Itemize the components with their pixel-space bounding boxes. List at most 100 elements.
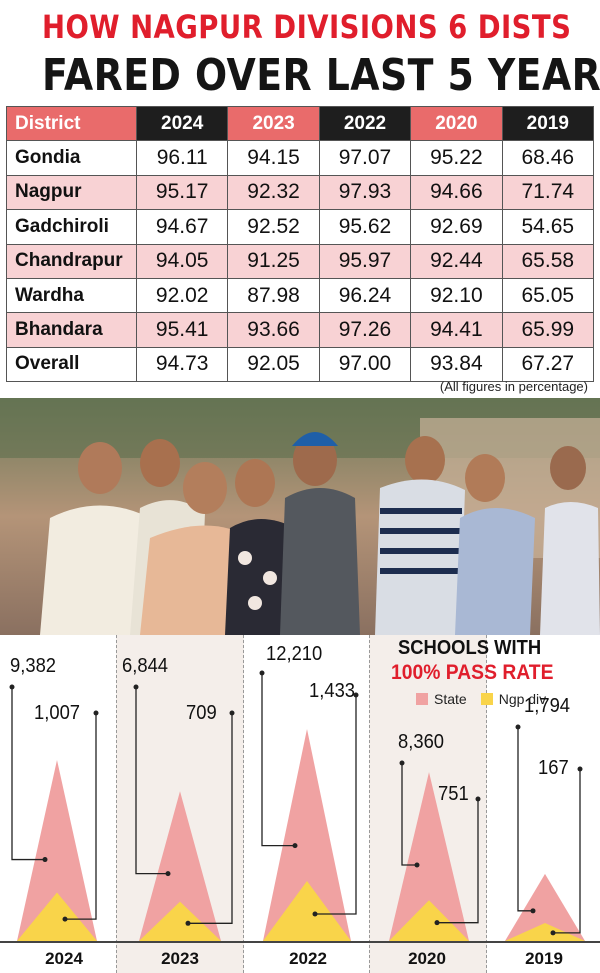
pass-percentage: 92.32	[227, 174, 320, 211]
pass-percentage: 65.99	[501, 312, 595, 348]
legend-label-ngp: Ngp div	[498, 691, 547, 707]
state-value-label: 8,360	[398, 731, 445, 753]
pass-percentage: 65.05	[501, 277, 595, 314]
state-connector-2023	[135, 687, 168, 875]
pass-percentage: 92.69	[410, 209, 503, 245]
ngp-connector-dot-2023	[229, 710, 235, 716]
pass-percentage: 92.05	[227, 346, 320, 383]
state-connector-2024	[11, 687, 45, 861]
state-connector-2020	[401, 763, 417, 866]
state-cone-2019	[505, 873, 585, 941]
ngp-value-label: 709	[186, 702, 217, 724]
ngp-connector-2023	[188, 713, 233, 924]
ngp-connector-end-2020	[434, 920, 440, 926]
chart-canvas	[9, 670, 585, 941]
pass-percentage: 95.17	[135, 174, 229, 211]
state-cone-2022	[263, 729, 351, 941]
district-name: Bhandara	[6, 312, 137, 348]
celebration-photo	[0, 398, 600, 635]
state-cone-2024	[17, 759, 97, 941]
pass-percentage: 94.73	[135, 346, 229, 383]
column-header-2020: 2020	[410, 105, 503, 142]
figures-note: (All figures in percentage)	[439, 379, 588, 394]
ngp-connector-2024	[65, 713, 97, 920]
pass-percentage: 68.46	[501, 140, 595, 176]
pass-percentage: 65.58	[501, 243, 595, 279]
state-cone-2023	[139, 791, 221, 941]
pass-percentage: 92.10	[410, 277, 503, 314]
chart-legend: State Ngp div	[416, 691, 560, 707]
state-connector-end-2022	[292, 843, 298, 849]
district-name: Wardha	[6, 277, 137, 314]
legend-swatch-ngp	[480, 693, 493, 705]
pass-percentage: 92.44	[410, 243, 503, 279]
ngp-connector-dot-2024	[93, 710, 99, 716]
ngp-connector-2019	[553, 769, 581, 934]
state-connector-end-2020	[414, 862, 420, 868]
column-header-2024: 2024	[135, 105, 229, 142]
year-label: 2020	[408, 949, 446, 968]
pass-percentage: 71.74	[501, 174, 595, 211]
state-connector-dot-2024	[9, 684, 15, 690]
legend-label-state: State	[434, 691, 467, 707]
year-label: 2019	[525, 949, 563, 968]
state-connector-dot-2020	[399, 760, 405, 766]
ngp-cone-2024	[17, 892, 97, 941]
pass-percentage: 97.93	[318, 174, 412, 211]
pass-percentage: 87.98	[227, 277, 320, 314]
column-header-2023: 2023	[227, 105, 320, 142]
district-name: Nagpur	[6, 174, 137, 211]
year-label: 2023	[161, 949, 199, 968]
students-celebrating-image	[0, 398, 600, 635]
ngp-connector-end-2022	[312, 911, 318, 917]
year-label: 2024	[45, 949, 83, 968]
legend-item-state: State	[416, 691, 467, 707]
legend-swatch-state	[416, 693, 428, 705]
chart-subtitle: 100% PASS RATE	[391, 661, 554, 684]
table-row: Bhandara 95.41 93.66 97.26 94.41 65.99	[6, 312, 595, 348]
pass-percentage: 94.67	[135, 209, 229, 245]
district-name: Overall	[6, 346, 137, 383]
state-value-label: 1,794	[524, 695, 571, 717]
state-connector-2019	[517, 727, 533, 912]
state-connector-end-2024	[42, 857, 48, 863]
ngp-connector-end-2024	[62, 916, 68, 922]
table-row: Nagpur 95.17 92.32 97.93 94.66 71.74	[6, 174, 595, 211]
state-connector-dot-2022	[259, 670, 265, 676]
table-row: Overall 94.73 92.05 97.00 93.84 67.27	[6, 346, 595, 383]
state-cone-2020	[389, 772, 469, 941]
ngp-cone-2022	[263, 881, 351, 941]
pass-percentage: 95.97	[318, 243, 412, 279]
legend-item-ngp: Ngp div	[480, 691, 547, 707]
ngp-connector-end-2019	[550, 930, 556, 936]
pass-percentage: 95.22	[410, 140, 503, 176]
ngp-connector-dot-2019	[577, 766, 583, 772]
pass-percentage: 97.07	[318, 140, 412, 176]
results-table: District 2024 2023 2022 2020 2019 Gondia…	[6, 105, 595, 383]
pass-percentage: 93.84	[410, 346, 503, 383]
district-name: Gondia	[6, 140, 137, 176]
table-header-row: District 2024 2023 2022 2020 2019	[6, 105, 595, 142]
pass-percentage: 93.66	[227, 312, 320, 348]
pass-percentage: 97.00	[318, 346, 412, 383]
state-connector-dot-2023	[133, 684, 139, 690]
state-value-label: 9,382	[10, 655, 57, 677]
district-name: Gadchiroli	[6, 209, 137, 245]
pass-percentage: 94.41	[410, 312, 503, 348]
pass-percentage: 91.25	[227, 243, 320, 279]
ngp-value-label: 1,007	[34, 702, 81, 724]
pass-percentage: 96.24	[318, 277, 412, 314]
column-header-2019: 2019	[501, 105, 595, 142]
table-row: Wardha 92.02 87.98 96.24 92.10 65.05	[6, 277, 595, 314]
state-value-label: 12,210	[266, 643, 323, 665]
state-connector-end-2019	[530, 908, 536, 914]
district-name: Chandrapur	[6, 243, 137, 279]
pass-percentage: 54.65	[501, 209, 595, 245]
pass-percentage: 95.41	[135, 312, 229, 348]
ngp-cone-2023	[139, 901, 221, 941]
ngp-cone-2020	[389, 900, 469, 941]
pass-percentage: 67.27	[501, 346, 595, 383]
state-connector-end-2023	[165, 871, 171, 877]
baseline	[0, 941, 600, 943]
pass-percentage: 94.15	[227, 140, 320, 176]
